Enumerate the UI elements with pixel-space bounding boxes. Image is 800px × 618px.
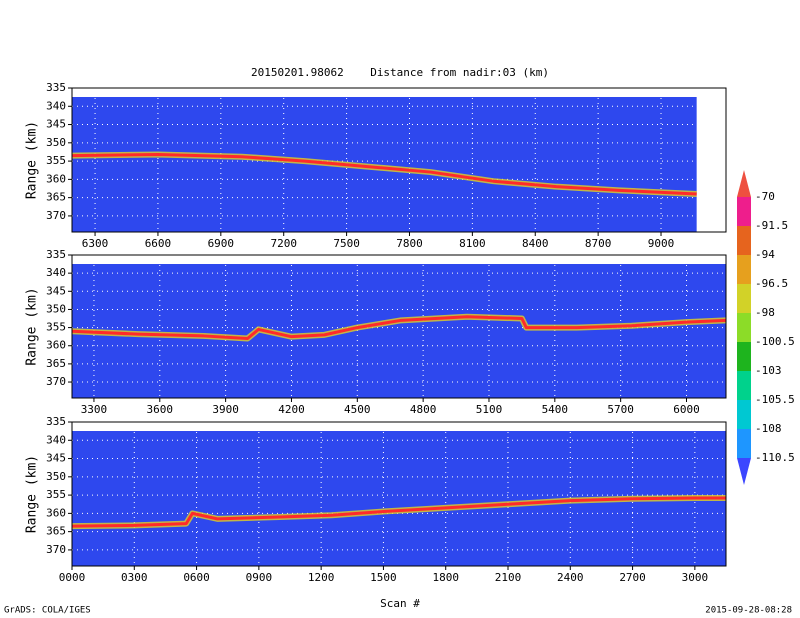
y-axis-label: Range (km) [25,287,40,365]
x-tick-label: 6000 [673,403,700,416]
x-tick-label: 4200 [278,403,305,416]
x-tick-label: 1500 [370,571,397,584]
x-tick-label: 3300 [81,403,108,416]
x-tick-label: 0300 [121,571,148,584]
colorbar-swatch [737,342,751,371]
plot-frame [71,254,727,399]
y-tick-label: 345 [46,118,66,131]
colorbar-cap [737,458,751,485]
colorbar-label: -91.5 [755,219,788,232]
y-tick-label: 370 [46,543,66,556]
colorbar-label: -94 [755,248,775,261]
colorbar-swatch [737,429,751,458]
y-tick-label: 370 [46,375,66,388]
y-tick-label: 340 [46,266,66,279]
y-axis-label: Range (km) [25,455,40,533]
y-tick-label: 360 [46,339,66,352]
surface-line [71,496,726,528]
surface-line [71,315,727,340]
x-tick-label: 5700 [607,403,634,416]
x-tick-label: 6900 [208,237,235,250]
x-tick-label: 5400 [542,403,569,416]
x-tick-label: 5100 [476,403,503,416]
colorbar-label: -98 [755,306,775,319]
x-tick-label: 0900 [246,571,273,584]
x-tick-label: 4800 [410,403,437,416]
colorbar-label: -110.5 [755,451,795,464]
x-tick-label: 2700 [619,571,646,584]
x-tick-label: 6300 [82,237,109,250]
colorbar-label: -105.5 [755,393,795,406]
colorbar-swatch [737,255,751,284]
chart-title: 20150201.98062 Distance from nadir:03 (k… [251,66,549,79]
footer-right: 2015-09-28-08:28 [705,606,792,616]
colorbar-label: -103 [755,364,782,377]
x-tick-label: 8400 [522,237,549,250]
y-tick-label: 365 [46,525,66,538]
y-tick-label: 360 [46,506,66,519]
y-tick-label: 345 [46,452,66,465]
y-tick-label: 370 [46,209,66,222]
y-tick-label: 335 [46,248,66,261]
y-tick-label: 350 [46,302,66,315]
colorbar-label: -108 [755,422,782,435]
colorbar-swatch [737,226,751,255]
colorbar-cap [737,170,751,197]
x-tick-label: 3000 [682,571,709,584]
x-tick-label: 2100 [495,571,522,584]
y-tick-label: 350 [46,136,66,149]
x-axis-label: Scan # [380,597,420,610]
y-tick-label: 350 [46,470,66,483]
x-tick-label: 3600 [147,403,174,416]
x-tick-label: 7500 [333,237,360,250]
y-tick-label: 340 [46,433,66,446]
colorbar-swatch [737,197,751,226]
x-tick-label: 9000 [648,237,675,250]
colorbar-label: -100.5 [755,335,795,348]
x-tick-label: 4500 [344,403,371,416]
y-tick-label: 365 [46,357,66,370]
y-axis-label: Range (km) [25,121,40,199]
x-tick-label: 0600 [183,571,210,584]
colorbar-swatch [737,313,751,342]
footer-left: GrADS: COLA/IGES [4,606,91,616]
plot-frame [71,421,727,567]
x-tick-label: 1200 [308,571,335,584]
data-coverage [72,97,697,232]
y-tick-label: 355 [46,488,66,501]
x-tick-label: 3900 [212,403,239,416]
x-tick-label: 7800 [396,237,423,250]
y-tick-label: 335 [46,415,66,428]
y-tick-label: 345 [46,284,66,297]
x-tick-label: 1800 [432,571,459,584]
y-tick-label: 365 [46,191,66,204]
colorbar-swatch [737,371,751,400]
x-tick-label: 2400 [557,571,584,584]
x-tick-label: 7200 [270,237,297,250]
x-tick-label: 0000 [59,571,86,584]
colorbar-swatch [737,284,751,313]
colorbar-label: -70 [755,190,775,203]
x-tick-label: 6600 [145,237,172,250]
plot-frame [71,87,727,233]
y-tick-label: 355 [46,321,66,334]
colorbar-label: -96.5 [755,277,788,290]
y-tick-label: 355 [46,154,66,167]
y-tick-label: 360 [46,172,66,185]
x-tick-label: 8100 [459,237,486,250]
x-tick-label: 8700 [585,237,612,250]
colorbar-swatch [737,400,751,429]
y-tick-label: 340 [46,99,66,112]
data-coverage [72,264,726,398]
surface-line [71,153,697,196]
y-tick-label: 335 [46,81,66,94]
